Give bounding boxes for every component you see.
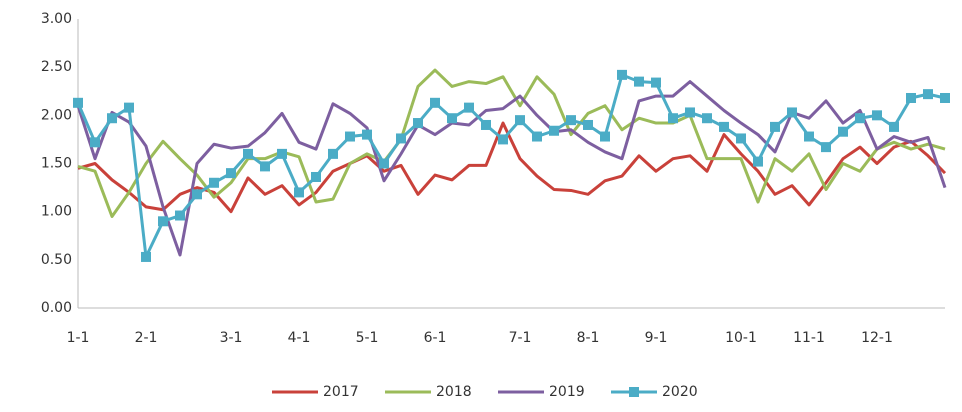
point-marker: [464, 102, 474, 113]
x-tick-label: 4-1: [288, 330, 311, 346]
point-marker: [362, 129, 372, 140]
y-tick-label: 1.00: [41, 204, 72, 220]
point-marker: [413, 118, 423, 129]
point-marker: [481, 119, 491, 130]
point-marker: [685, 107, 695, 118]
point-marker: [736, 133, 746, 144]
point-marker: [634, 76, 644, 87]
point-marker: [872, 110, 882, 121]
x-tick-label: 10-1: [725, 330, 757, 346]
point-marker: [583, 119, 593, 130]
point-marker: [719, 121, 729, 132]
point-marker: [906, 92, 916, 103]
point-marker: [600, 131, 610, 142]
series-line: [76, 80, 947, 257]
point-marker: [770, 121, 780, 132]
x-tick-label: 5-1: [356, 330, 379, 346]
point-marker: [396, 133, 406, 144]
point-marker: [294, 187, 304, 198]
point-marker: [651, 77, 661, 88]
point-marker: [124, 102, 134, 113]
legend-label: 2017: [323, 384, 359, 400]
x-tick-label: 11-1: [793, 330, 825, 346]
point-marker: [379, 158, 389, 169]
point-marker: [141, 251, 151, 262]
x-tick-label: 2-1: [135, 330, 158, 346]
y-tick-label: 3.00: [41, 11, 72, 27]
x-tick-label: 1-1: [67, 330, 90, 346]
x-tick-label: 9-1: [645, 330, 668, 346]
legend-label: 2020: [662, 384, 698, 400]
point-marker: [753, 156, 763, 167]
point-marker: [277, 148, 287, 159]
x-tick-label: 8-1: [577, 330, 600, 346]
point-marker: [532, 131, 542, 142]
point-marker: [702, 113, 712, 124]
point-marker: [821, 142, 831, 153]
x-tick-label: 12-1: [861, 330, 893, 346]
x-tick-label: 3-1: [220, 330, 243, 346]
y-tick-label: 1.50: [41, 156, 72, 172]
point-marker: [498, 134, 508, 145]
point-marker: [260, 161, 270, 172]
legend-label: 2019: [549, 384, 585, 400]
y-tick-label: 0.00: [41, 300, 72, 316]
point-marker: [243, 148, 253, 159]
point-marker: [328, 148, 338, 159]
point-marker: [549, 125, 559, 136]
point-marker: [345, 131, 355, 142]
x-tick-label: 6-1: [424, 330, 447, 346]
point-marker: [787, 107, 797, 118]
point-marker: [447, 113, 457, 124]
point-marker: [855, 113, 865, 124]
point-marker: [90, 137, 100, 148]
y-tick-label: 2.00: [41, 107, 72, 123]
point-marker: [192, 189, 202, 200]
legend-label: 2018: [436, 384, 472, 400]
point-marker: [430, 97, 440, 108]
point-marker: [175, 210, 185, 221]
point-marker: [923, 89, 933, 100]
point-marker: [107, 113, 117, 124]
series-line: [77, 121, 947, 214]
point-marker: [889, 121, 899, 132]
point-marker: [940, 92, 950, 103]
series-line: [76, 73, 946, 259]
point-marker: [668, 113, 678, 124]
point-marker: [617, 69, 627, 80]
point-marker: [158, 216, 168, 227]
point-marker: [311, 171, 321, 182]
point-marker: [804, 131, 814, 142]
legend-marker: [629, 387, 639, 397]
x-tick-label: 7-1: [509, 330, 532, 346]
series-line: [77, 68, 946, 218]
y-tick-label: 0.50: [41, 252, 72, 268]
point-marker: [209, 177, 219, 188]
point-marker: [838, 126, 848, 137]
point-marker: [515, 115, 525, 126]
y-tick-label: 2.50: [41, 59, 72, 75]
point-marker: [566, 115, 576, 126]
point-marker: [73, 97, 83, 108]
point-marker: [226, 168, 236, 179]
